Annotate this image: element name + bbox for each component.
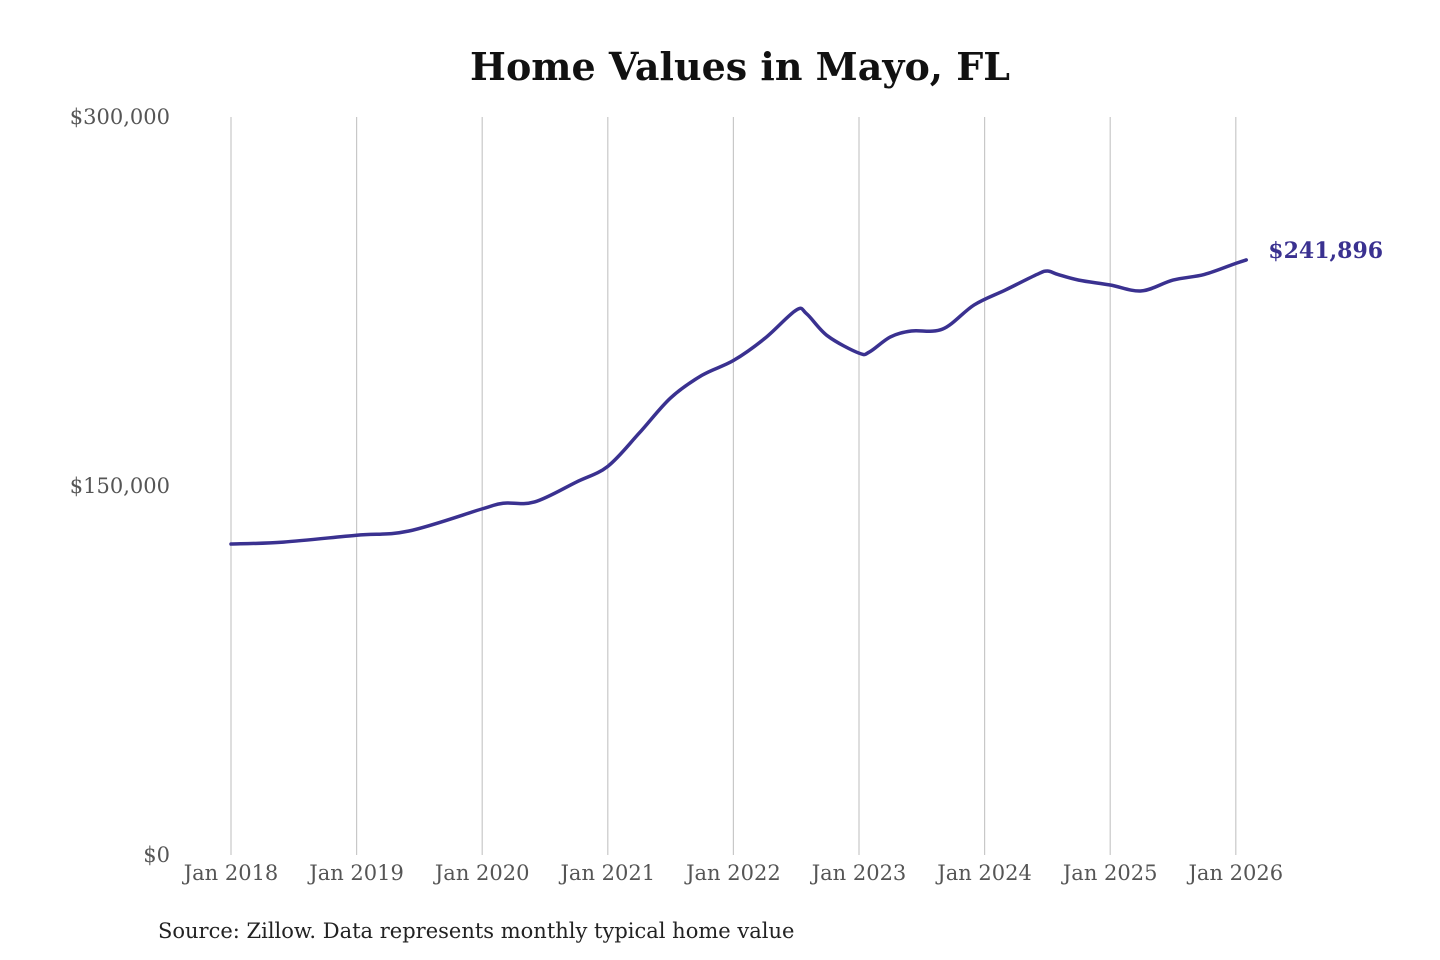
x-tick-label: Jan 2025	[1061, 861, 1158, 885]
series-line	[229, 258, 1249, 546]
end-value-label: $241,896	[1268, 238, 1383, 264]
x-tick-label: Jan 2021	[559, 861, 656, 885]
chart-title: Home Values in Mayo, FL	[470, 44, 1010, 89]
y-tick-label: $300,000	[70, 105, 170, 129]
x-tick-label: Jan 2022	[684, 861, 781, 885]
x-tick-label: Jan 2023	[810, 861, 907, 885]
y-axis: $0 $150,000 $300,000	[70, 105, 170, 867]
y-tick-label: $0	[143, 843, 170, 867]
source-note: Source: Zillow. Data represents monthly …	[158, 919, 794, 943]
x-tick-label: Jan 2026	[1187, 861, 1284, 885]
x-tick-label: Jan 2018	[182, 861, 279, 885]
x-axis: Jan 2018 Jan 2019 Jan 2020 Jan 2021 Jan 2022…	[182, 861, 1283, 885]
y-tick-label: $150,000	[70, 474, 170, 498]
x-tick-label: Jan 2020	[433, 861, 530, 885]
x-tick-label: Jan 2019	[307, 861, 404, 885]
x-tick-label: Jan 2024	[935, 861, 1032, 885]
gridlines	[230, 117, 1237, 855]
